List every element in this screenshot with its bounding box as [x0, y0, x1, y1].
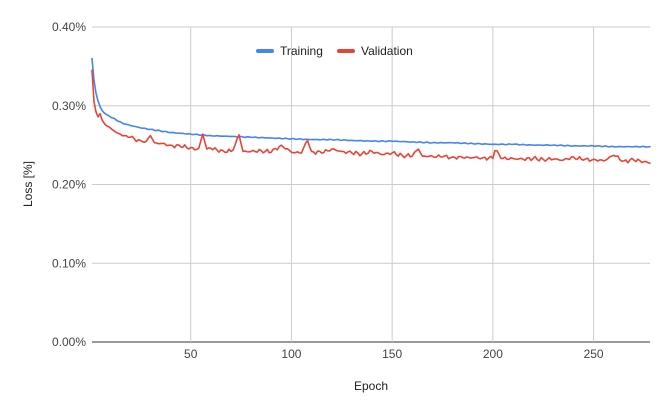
- legend-label: Training: [280, 44, 323, 58]
- y-axis-ticks: 0.00% 0.10% 0.20% 0.30% 0.40%: [52, 20, 86, 349]
- legend-item-training: Training: [256, 44, 323, 58]
- x-tick-label: 100: [281, 347, 301, 361]
- y-tick-label: 0.00%: [52, 335, 86, 349]
- gridlines: [92, 26, 650, 343]
- x-axis-title: Epoch: [354, 379, 388, 393]
- legend: Training Validation: [256, 44, 413, 58]
- x-tick-label: 250: [584, 347, 604, 361]
- y-axis-title: Loss [%]: [21, 161, 35, 207]
- x-tick-label: 200: [483, 347, 503, 361]
- x-tick-label: 50: [184, 347, 198, 361]
- y-tick-label: 0.40%: [52, 20, 86, 34]
- series-lines: [91, 57, 651, 165]
- x-axis-ticks: 50 100 150 200 250: [184, 347, 604, 361]
- series-line-training: [91, 57, 651, 148]
- y-tick-label: 0.20%: [52, 178, 86, 192]
- series-line-validation: [91, 69, 651, 165]
- legend-label: Validation: [361, 44, 413, 58]
- legend-item-validation: Validation: [337, 44, 413, 58]
- y-tick-label: 0.30%: [52, 99, 86, 113]
- y-tick-label: 0.10%: [52, 256, 86, 270]
- x-tick-label: 150: [382, 347, 402, 361]
